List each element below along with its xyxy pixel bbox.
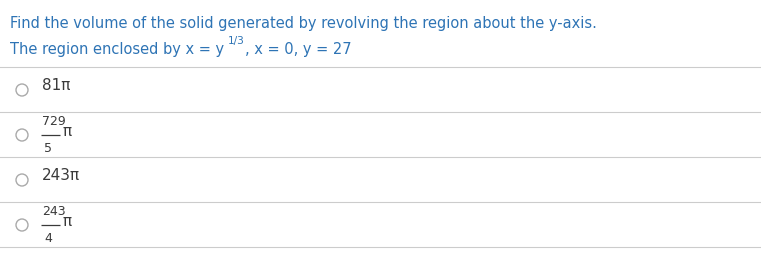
Text: 729: 729	[42, 115, 65, 128]
Text: 1/3: 1/3	[228, 36, 245, 46]
Text: Find the volume of the solid generated by revolving the region about the y-axis.: Find the volume of the solid generated b…	[10, 16, 597, 31]
Text: 81π: 81π	[42, 78, 70, 93]
Text: The region enclosed by x = y: The region enclosed by x = y	[10, 42, 224, 57]
Text: 243: 243	[42, 205, 65, 218]
Text: π: π	[62, 124, 72, 138]
Text: 5: 5	[44, 142, 52, 155]
Text: π: π	[62, 213, 72, 229]
Text: 243π: 243π	[42, 167, 80, 182]
Text: 4: 4	[44, 232, 52, 245]
Text: , x = 0, y = 27: , x = 0, y = 27	[245, 42, 352, 57]
